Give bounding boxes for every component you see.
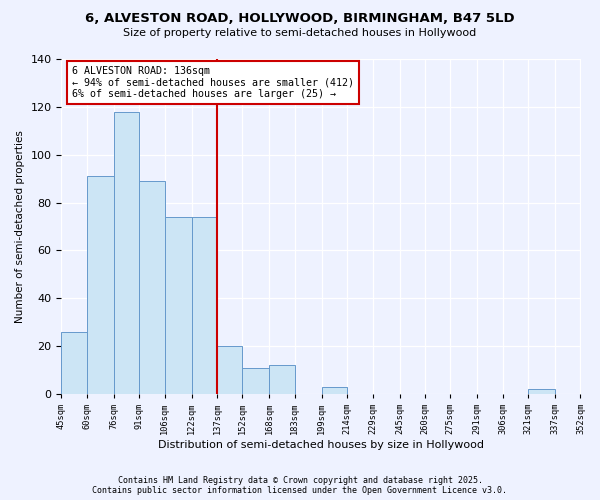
Text: Contains HM Land Registry data © Crown copyright and database right 2025.
Contai: Contains HM Land Registry data © Crown c…: [92, 476, 508, 495]
Bar: [114, 112, 139, 394]
Text: 6 ALVESTON ROAD: 136sqm
← 94% of semi-detached houses are smaller (412)
6% of se: 6 ALVESTON ROAD: 136sqm ← 94% of semi-de…: [72, 66, 354, 99]
Bar: [139, 181, 164, 394]
Bar: [322, 386, 347, 394]
Bar: [528, 389, 555, 394]
Bar: [164, 217, 191, 394]
Text: 6, ALVESTON ROAD, HOLLYWOOD, BIRMINGHAM, B47 5LD: 6, ALVESTON ROAD, HOLLYWOOD, BIRMINGHAM,…: [85, 12, 515, 26]
Text: Size of property relative to semi-detached houses in Hollywood: Size of property relative to semi-detach…: [124, 28, 476, 38]
Y-axis label: Number of semi-detached properties: Number of semi-detached properties: [15, 130, 25, 323]
X-axis label: Distribution of semi-detached houses by size in Hollywood: Distribution of semi-detached houses by …: [158, 440, 484, 450]
Bar: [191, 217, 217, 394]
Bar: [269, 365, 295, 394]
Bar: [61, 332, 87, 394]
Bar: [87, 176, 114, 394]
Bar: [242, 368, 269, 394]
Bar: [217, 346, 242, 394]
